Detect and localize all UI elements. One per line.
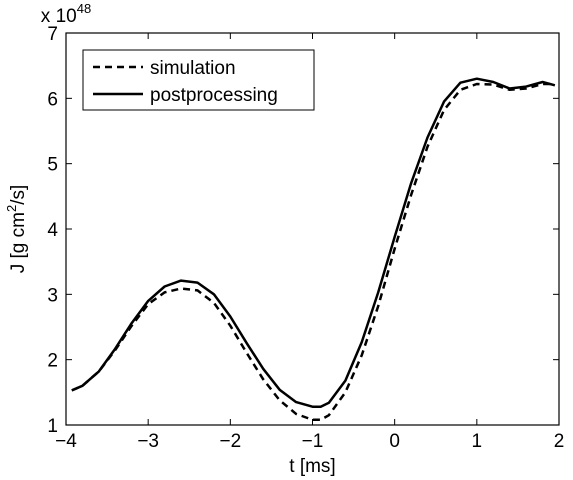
- legend-label-simulation: simulation: [150, 58, 236, 79]
- y-tick-label: 4: [47, 220, 58, 241]
- series-line-postprocessing: [71, 77, 556, 408]
- y-tick-label: 1: [47, 416, 58, 437]
- legend-box: [82, 49, 315, 111]
- y-axis-label: J [g cm2/s]: [4, 185, 29, 274]
- legend: simulation postprocessing: [82, 49, 315, 111]
- x-tick-label: −4: [55, 431, 77, 452]
- y-tick-label: 6: [47, 89, 58, 110]
- y-multiplier-base: x 10: [41, 6, 77, 27]
- y-tick-label: 2: [47, 351, 58, 372]
- x-tick-label: −2: [219, 431, 241, 452]
- y-tick-label: 5: [47, 155, 58, 176]
- y-tick-label: 3: [47, 285, 58, 306]
- x-tick-label: 0: [389, 431, 400, 452]
- series-line-simulation: [71, 82, 555, 422]
- series-layer: [71, 77, 556, 422]
- y-axis-label-tail: /s]: [8, 185, 29, 205]
- ticks-layer: −4 −3 −2 −1 0 1 2 1 2 3 4 5 6 7: [47, 24, 564, 452]
- x-tick-label: 2: [554, 431, 565, 452]
- x-tick-label: −1: [302, 431, 324, 452]
- y-tick-label: 7: [47, 24, 58, 45]
- y-axis-label-sup: 2: [4, 205, 19, 212]
- x-axis-label: t [ms]: [289, 456, 335, 477]
- legend-label-postprocessing: postprocessing: [150, 85, 278, 106]
- x-tick-label: −3: [137, 431, 159, 452]
- y-multiplier: x 1048: [41, 1, 91, 27]
- y-multiplier-exponent: 48: [77, 1, 91, 16]
- x-tick-label: 1: [472, 431, 483, 452]
- y-axis-label-main: J [g cm: [8, 212, 29, 273]
